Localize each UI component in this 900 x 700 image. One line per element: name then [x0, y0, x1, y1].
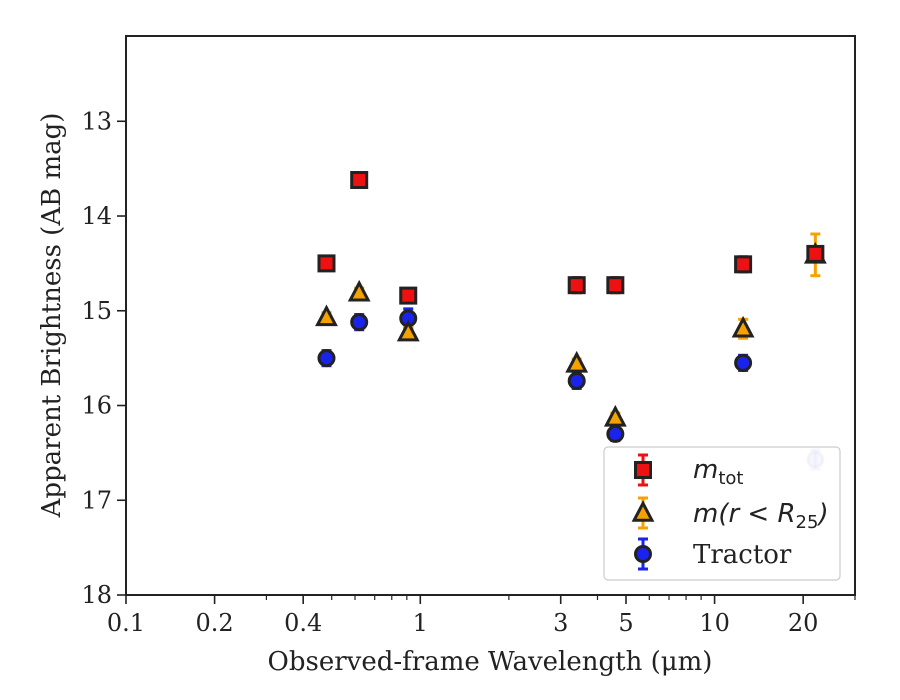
data-point-triangle	[603, 404, 627, 427]
data-point-triangle	[731, 315, 755, 338]
legend-mr25-main: m(r < R	[693, 499, 796, 529]
data-point-circle	[567, 371, 586, 390]
x-tick-label: 3	[553, 609, 568, 637]
data-point-triangle	[315, 304, 338, 327]
legend-marker-triangle	[631, 500, 655, 522]
data-point-circle	[606, 424, 625, 443]
legend: mtot m(r < R25) Tractor	[603, 446, 841, 581]
y-tick-label: 16	[81, 392, 112, 420]
x-tick-label: 0.1	[107, 609, 145, 637]
data-point-triangle	[347, 279, 371, 302]
legend-mr25-tail: )	[816, 499, 828, 529]
data-point-square	[350, 171, 369, 190]
y-tick-label: 13	[81, 107, 112, 135]
legend-label-tractor: Tractor	[693, 540, 792, 570]
x-tick-label: 0.2	[196, 609, 234, 637]
data-point-circle	[350, 313, 369, 332]
data-point-circle	[734, 353, 753, 372]
legend-mr25-sub: 25	[796, 512, 819, 533]
y-tick-label: 18	[81, 581, 112, 609]
plot-frame	[125, 35, 856, 596]
legend-markers	[631, 453, 655, 571]
data-point-square	[317, 254, 336, 273]
x-axis-label: Observed-frame Wavelength (μm)	[268, 647, 713, 677]
data-point-square	[567, 276, 586, 295]
data-point-square	[606, 276, 625, 295]
x-tick-label: 1	[413, 609, 428, 637]
legend-label-mr25: m(r < R25)	[693, 499, 829, 533]
x-tick-label: 20	[788, 609, 819, 637]
y-tick-label: 15	[81, 297, 112, 325]
x-tick-label: 0.4	[284, 609, 322, 637]
legend-mtot-sub: tot	[718, 468, 743, 489]
legend-marker-square	[634, 461, 652, 479]
x-tick-label: 5	[618, 609, 633, 637]
data-point-triangle	[396, 319, 420, 342]
legend-marker-circle	[634, 545, 652, 563]
legend-label-mtot: mtot	[693, 455, 743, 489]
data-point-circle	[317, 349, 336, 368]
x-tick-label: 10	[699, 609, 730, 637]
y-axis-label: Apparent Brightness (AB mag)	[37, 113, 67, 519]
data-point-square	[734, 255, 753, 274]
legend-box	[603, 446, 841, 581]
data-point-triangle	[565, 350, 589, 373]
y-tick-label: 17	[81, 486, 112, 514]
data-point-square	[399, 286, 418, 305]
legend-mtot-main: m	[693, 455, 718, 485]
data-point-square	[806, 244, 825, 263]
y-tick-label: 14	[81, 202, 112, 230]
data-points	[315, 171, 827, 471]
